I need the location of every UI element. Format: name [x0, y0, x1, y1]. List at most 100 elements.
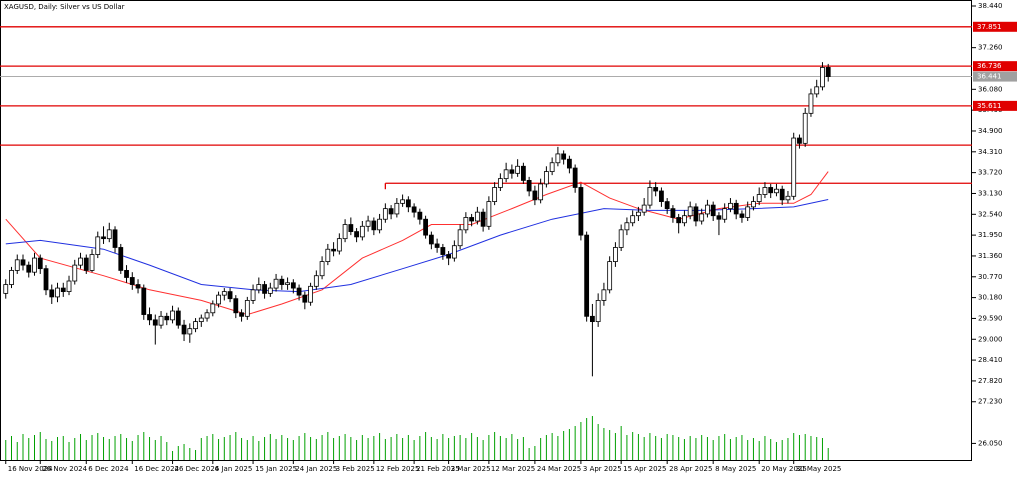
candle-body — [250, 289, 256, 301]
candle-body — [204, 312, 210, 319]
candle-body — [434, 243, 440, 248]
x-tick-label: 26 Dec 2024 — [175, 465, 220, 473]
candle-body — [43, 268, 49, 291]
y-tick-label: 31.360 — [978, 252, 1003, 260]
level-label-box — [973, 21, 1017, 32]
candle-body — [244, 300, 250, 317]
candle-body — [371, 220, 377, 231]
candle-body — [273, 278, 279, 289]
candle-body — [791, 137, 797, 197]
y-tick-label: 33.130 — [978, 189, 1003, 197]
candle-body — [354, 231, 359, 238]
level-label-box — [973, 61, 1017, 72]
candle-body — [693, 206, 699, 222]
chart-title: XAGUSD, Daily: Silver vs US Dollar — [4, 3, 125, 11]
candle-body — [325, 248, 331, 262]
x-tick-label: 20 May 2025 — [761, 465, 807, 473]
candle-body — [187, 328, 193, 335]
candle-body — [170, 310, 175, 321]
candle-body — [14, 259, 20, 271]
candle-body — [66, 280, 72, 293]
x-tick-label: 3 Apr 2025 — [583, 465, 622, 473]
candle-body — [705, 204, 710, 215]
candle-body — [210, 303, 216, 314]
candle-body — [129, 277, 135, 285]
y-tick-label: 37.260 — [978, 44, 1003, 52]
candle-body — [756, 194, 762, 202]
candle-body — [515, 165, 521, 174]
candle-body — [411, 206, 417, 213]
moving-average — [5, 199, 829, 293]
candle-body — [319, 261, 325, 277]
y-tick-label: 32.540 — [978, 210, 1003, 218]
candle-body — [342, 224, 348, 240]
candle-body — [388, 208, 394, 215]
candle-body — [198, 317, 204, 323]
candle-body — [3, 284, 9, 294]
candle-body — [728, 202, 733, 210]
candle-body — [785, 195, 791, 201]
level-label: 35.611 — [977, 102, 1002, 110]
x-tick-label: 15 Jan 2025 — [255, 465, 297, 473]
candle-body — [486, 201, 492, 227]
candle-body — [624, 222, 630, 231]
y-tick-label: 27.820 — [978, 377, 1003, 385]
candle-body — [256, 284, 262, 291]
x-tick-label: 16 Dec 2024 — [134, 465, 179, 473]
candle-body — [37, 257, 43, 270]
candle-body — [659, 190, 664, 202]
candle-body — [480, 211, 486, 227]
candle-body — [440, 247, 446, 255]
candle-body — [331, 248, 336, 252]
current-price-box — [973, 71, 1017, 82]
candle-body — [394, 202, 400, 215]
x-tick-label: 6 Jan 2025 — [215, 465, 253, 473]
x-tick-label: 30 May 2025 — [796, 465, 842, 473]
candle-body — [60, 287, 66, 293]
candle-body — [664, 201, 670, 210]
candle-body — [216, 294, 221, 305]
candle-body — [676, 217, 682, 224]
candle-body — [566, 158, 572, 169]
candle-body — [336, 238, 342, 252]
candle-body — [595, 300, 601, 323]
candle-body — [95, 236, 101, 255]
candle-body — [722, 208, 728, 220]
y-tick-label: 31.950 — [978, 231, 1003, 239]
candle-body — [538, 183, 544, 201]
x-tick-label: 16 Nov 2024 — [8, 465, 53, 473]
y-tick-label: 38.440 — [978, 2, 1003, 10]
candle-body — [290, 282, 296, 289]
level-label-box — [973, 100, 1017, 111]
candle-body — [26, 264, 32, 273]
candle-body — [135, 284, 141, 289]
candle-body — [124, 270, 129, 278]
candle-body — [503, 169, 509, 180]
candle-body — [630, 215, 636, 224]
candle-body — [716, 215, 722, 220]
candle-body — [451, 245, 457, 259]
x-tick-label: 8 May 2025 — [715, 465, 756, 473]
candle-body — [601, 289, 607, 301]
candle-body — [428, 234, 434, 245]
candle-body — [532, 190, 538, 201]
candle-body — [561, 153, 567, 160]
candle-body — [578, 187, 584, 236]
x-tick-label: 6 Dec 2024 — [88, 465, 129, 473]
candle-body — [814, 86, 820, 95]
candle-body — [158, 315, 164, 326]
y-tick-label: 29.590 — [978, 314, 1003, 322]
candle-body — [774, 188, 779, 194]
candle-body — [49, 289, 55, 298]
candle-body — [313, 275, 319, 287]
candle-body — [457, 229, 463, 247]
candle-body — [469, 217, 475, 222]
candle-body — [607, 261, 613, 291]
x-tick-label: 12 Mar 2025 — [491, 465, 535, 473]
candle-body — [359, 225, 365, 238]
candle-body — [302, 294, 308, 303]
candle-body — [112, 229, 118, 248]
y-tick-label: 26.050 — [978, 439, 1003, 447]
candle-body — [820, 67, 825, 88]
